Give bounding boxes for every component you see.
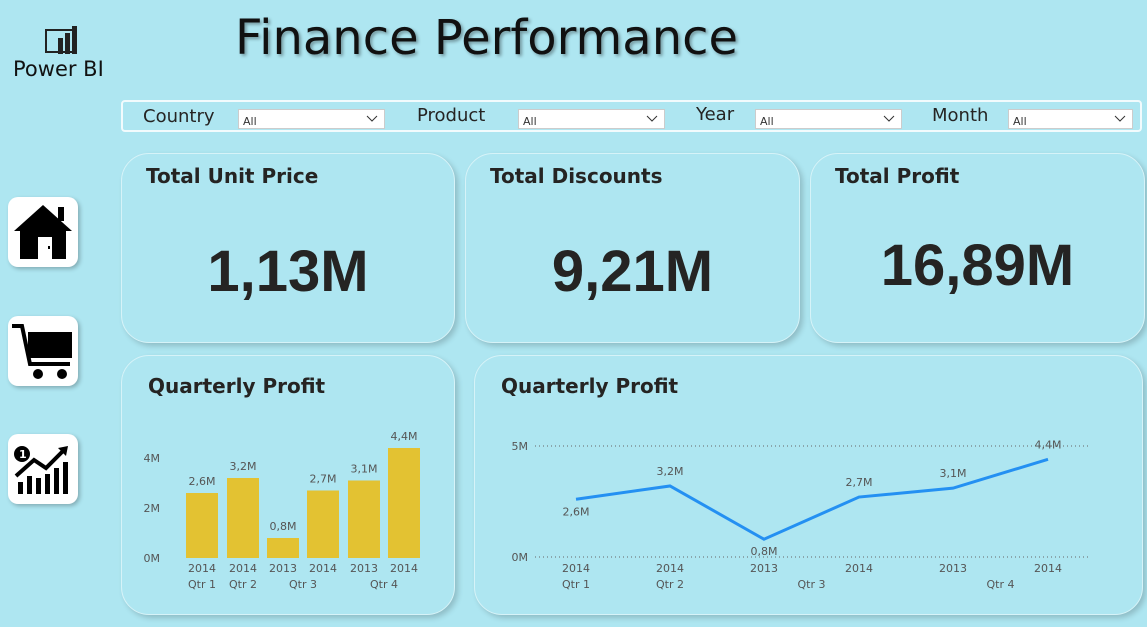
x-tick-label: 2013: [350, 562, 378, 575]
data-label: 3,2M: [657, 465, 684, 478]
analytics-button[interactable]: 1: [8, 434, 78, 504]
data-label: 3,2M: [230, 460, 257, 473]
data-label: 3,1M: [351, 463, 378, 476]
filter-label: Country: [143, 106, 215, 127]
chart-card: Quarterly Profit: [474, 355, 1143, 615]
bar: [186, 493, 218, 558]
kpi-card: Total Profit 16,89M: [810, 153, 1145, 343]
x-tick-label: 2013: [750, 562, 778, 575]
logo-icon: [44, 24, 84, 60]
data-label: 0,8M: [270, 520, 297, 533]
dropdown-value: All: [760, 115, 774, 128]
dropdown-value: All: [243, 115, 257, 128]
x-tick-label: 2014: [390, 562, 418, 575]
bar: [267, 538, 299, 558]
bar: [307, 490, 339, 558]
y-tick-label: 4M: [144, 452, 161, 465]
chart-title: Quarterly Profit: [501, 374, 679, 398]
filter-label: Year: [696, 104, 735, 125]
kpi-value: 9,21M: [551, 239, 714, 304]
kpi-title: Total Discounts: [490, 164, 663, 188]
home-button[interactable]: [8, 197, 78, 267]
x-tick-label: 2014: [309, 562, 337, 575]
logo-graphic: [45, 26, 77, 54]
x-group-label: Qtr 3: [289, 578, 317, 591]
cart-button[interactable]: [8, 316, 78, 386]
chart-title: Quarterly Profit: [148, 374, 326, 398]
x-group-label: Qtr 3: [798, 578, 826, 591]
x-tick-label: 2014: [1034, 562, 1062, 575]
dropdown-value: All: [1013, 115, 1027, 128]
x-group-label: Qtr 2: [229, 578, 257, 591]
data-label: 2,7M: [310, 473, 337, 486]
data-label: 3,1M: [940, 467, 967, 480]
data-label: 4,4M: [391, 430, 418, 443]
filter-dropdown[interactable]: All: [1008, 109, 1133, 129]
dropdown-value: All: [523, 115, 537, 128]
x-tick-label: 2013: [939, 562, 967, 575]
data-label: 2,6M: [563, 505, 590, 518]
filter-label: Month: [932, 105, 989, 126]
svg-text:1: 1: [19, 448, 27, 461]
x-tick-label: 2013: [269, 562, 297, 575]
x-group-label: Qtr 4: [987, 578, 1015, 591]
x-tick-label: 2014: [656, 562, 684, 575]
x-tick-label: 2014: [562, 562, 590, 575]
x-tick-label: 2014: [188, 562, 216, 575]
kpi-card: Total Unit Price 1,13M: [121, 153, 455, 343]
filter-dropdown[interactable]: All: [518, 109, 665, 129]
filter-label: Product: [417, 105, 486, 126]
kpi-card: Total Discounts 9,21M: [465, 153, 800, 343]
kpi-value: 16,89M: [880, 233, 1075, 298]
y-tick-label: 0M: [144, 552, 161, 565]
x-group-label: Qtr 2: [656, 578, 684, 591]
x-group-label: Qtr 1: [188, 578, 216, 591]
logo-text: Power BI: [13, 57, 104, 81]
data-label: 2,6M: [189, 475, 216, 488]
y-tick-label: 2M: [144, 502, 161, 515]
data-label: 0,8M: [751, 545, 778, 558]
x-tick-label: 2014: [845, 562, 873, 575]
kpi-title: Total Unit Price: [146, 164, 319, 188]
kpi-value: 1,13M: [207, 239, 369, 304]
bar: [227, 478, 259, 558]
data-label: 4,4M: [1035, 438, 1062, 451]
x-group-label: Qtr 4: [370, 578, 398, 591]
x-group-label: Qtr 1: [562, 578, 590, 591]
filter-dropdown[interactable]: All: [238, 109, 385, 129]
kpi-title: Total Profit: [835, 164, 960, 188]
data-label: 2,7M: [846, 476, 873, 489]
x-tick-label: 2014: [229, 562, 257, 575]
line-series: [575, 457, 1049, 541]
y-tick-label: 5M: [512, 440, 529, 453]
filter-bar: Country All Product All Year All Month A…: [121, 100, 1142, 132]
y-tick-label: 0M: [512, 551, 529, 564]
bar: [388, 448, 420, 558]
page-title: Finance Performance: [235, 10, 739, 66]
bar: [348, 480, 380, 558]
filter-dropdown[interactable]: All: [755, 109, 902, 129]
